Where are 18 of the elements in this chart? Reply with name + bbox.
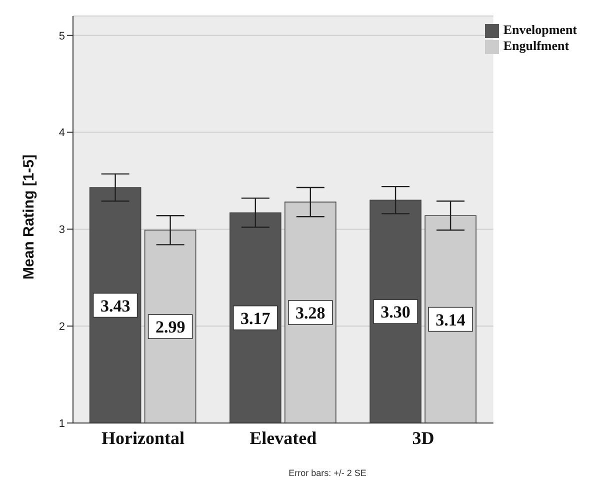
data-label: 3.43 bbox=[100, 296, 130, 316]
x-tick-label: Horizontal bbox=[102, 428, 185, 448]
x-tick-label: 3D bbox=[412, 428, 434, 448]
y-tick-label: 2 bbox=[58, 321, 65, 333]
data-label: 3.30 bbox=[380, 302, 410, 322]
legend-label: Envelopment bbox=[503, 22, 577, 37]
legend-label: Engulfment bbox=[503, 38, 570, 54]
data-label: 3.28 bbox=[296, 304, 326, 323]
data-label: 3.14 bbox=[436, 310, 466, 330]
y-tick-label: 3 bbox=[58, 224, 65, 236]
y-tick-label: 1 bbox=[58, 418, 65, 430]
y-tick-label: 5 bbox=[58, 30, 65, 42]
y-tick-label: 4 bbox=[58, 127, 65, 140]
x-tick-label: Elevated bbox=[250, 428, 317, 448]
text: Error bars: +/- 2 SE bbox=[288, 468, 368, 478]
data-label: 3.17 bbox=[240, 308, 271, 328]
y-axis-title: Mean Rating [1-5] bbox=[20, 154, 38, 280]
data-label: 2.99 bbox=[155, 318, 186, 337]
